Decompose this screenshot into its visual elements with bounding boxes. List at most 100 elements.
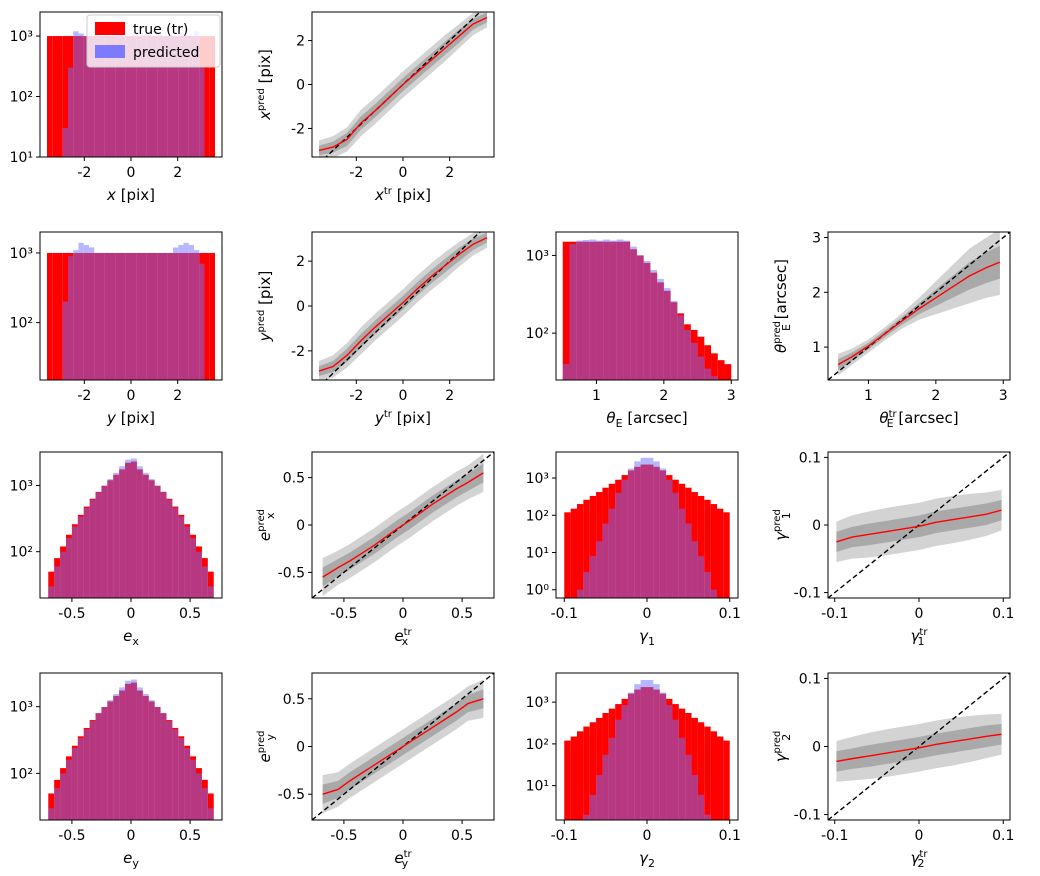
x-tick-label: -2 [77, 388, 91, 404]
predicted-bar [640, 679, 647, 820]
predicted-bar [83, 729, 90, 820]
predicted-bar [68, 67, 74, 157]
predicted-bar [562, 364, 570, 380]
predicted-bar [183, 242, 189, 380]
predicted-bar [196, 773, 202, 820]
x-tick-label: 0 [399, 606, 408, 622]
predicted-bar [136, 36, 142, 157]
predicted-bar [603, 239, 610, 380]
median-line [836, 733, 1002, 763]
plot-area [48, 679, 214, 820]
x-tick-label: 0 [643, 828, 652, 844]
x-axis-label: θtr E [arcsec] [879, 409, 958, 430]
predicted-bar [690, 342, 698, 380]
predicted-bar [89, 247, 95, 380]
predicted-bar [148, 700, 155, 820]
predicted-bar [183, 34, 189, 157]
true-bar [564, 512, 571, 598]
true-bar [57, 36, 63, 157]
predicted-bar [131, 252, 137, 380]
true-bar [570, 508, 577, 598]
y-tick-label: 0 [812, 740, 821, 756]
panel-scatter-x: -2 0 2 -2 0 2 xtr [pix] xpred [pix] [256, 11, 495, 204]
x-tick-label: -0.1 [821, 606, 848, 622]
predicted-bar [120, 34, 126, 157]
predicted-bar [704, 814, 711, 820]
y-tick-label: 2 [296, 34, 305, 50]
x-tick-label: 0 [915, 606, 924, 622]
predicted-bar [172, 507, 179, 598]
predicted-bar [157, 252, 163, 380]
x-tick-label: -0.5 [330, 606, 357, 622]
predicted-bar [178, 245, 184, 380]
predicted-bar [131, 34, 137, 157]
true-bar [596, 717, 603, 820]
x-tick-label: 0 [399, 828, 408, 844]
predicted-bar [653, 684, 660, 820]
predicted-bar [643, 260, 651, 380]
true-bar [704, 345, 712, 380]
y-tick-label: -2 [291, 121, 305, 137]
predicted-bar [154, 485, 161, 598]
predicted-bar [576, 240, 583, 380]
predicted-bar [54, 788, 61, 820]
plot-area [828, 452, 1010, 598]
x-axis-label: ytr [pix] [374, 409, 431, 427]
panel-scatter-theta: 1 2 3 1 2 3 θtr E [arcsec] θpredE [arcsec] [772, 230, 1011, 430]
y-tick-label: 10² [526, 737, 549, 753]
predicted-bar [78, 242, 84, 380]
predicted-bar [120, 252, 126, 380]
x-tick-label: -2 [349, 165, 363, 181]
true-bar [697, 722, 705, 820]
predicted-bar [131, 679, 137, 820]
predicted-bar [89, 36, 95, 157]
y-axis-label: ypred [pix] [256, 271, 274, 343]
plot-area [48, 458, 214, 598]
median-line [318, 236, 488, 372]
predicted-bar [634, 684, 641, 820]
identity-line [828, 673, 1010, 820]
predicted-bar [583, 814, 590, 820]
predicted-bar [136, 466, 143, 598]
true-bar [583, 499, 590, 598]
predicted-bar [125, 252, 131, 380]
y-tick-label: 10³ [10, 29, 33, 45]
plot-area [312, 673, 494, 820]
x-tick-label: 0 [399, 165, 408, 181]
outer-band [838, 232, 1000, 376]
x-tick-label: 2 [173, 165, 182, 181]
y-tick-label: 0 [296, 740, 305, 756]
true-bar [564, 740, 571, 820]
predicted-bar [589, 239, 597, 380]
panel-hist-x: -2 0 2 10¹ 10² 10³ x [pix] true (tr) predicted [10, 11, 223, 204]
y-tick-label: 10³ [526, 695, 549, 711]
predicted-bar [60, 773, 66, 820]
x-tick-label: 0 [127, 606, 136, 622]
predicted-bar [657, 278, 664, 380]
predicted-bar [650, 269, 658, 380]
y-tick-label: 0 [296, 518, 305, 534]
predicted-bar [201, 788, 208, 820]
true-bar [207, 571, 214, 598]
x-tick-label: -2 [77, 165, 91, 181]
predicted-bar [89, 499, 96, 598]
y-tick-label: -2 [291, 344, 305, 360]
y-tick-label: 10¹ [10, 150, 33, 166]
x-tick-label: 0 [127, 165, 136, 181]
legend-swatch-true [95, 22, 125, 35]
axes-frame [827, 231, 1011, 381]
x-tick-label: 0 [915, 828, 924, 844]
legend-label-true: true (tr) [133, 22, 188, 38]
predicted-bar [60, 551, 66, 598]
predicted-bar [608, 508, 616, 598]
y-tick-label: 0.1 [799, 450, 821, 466]
predicted-bar [62, 128, 68, 157]
true-bar [710, 504, 717, 598]
predicted-bar [194, 250, 200, 380]
legend: true (tr) predicted [86, 14, 221, 68]
predicted-bar [71, 526, 78, 598]
x-tick-label: 3 [727, 388, 736, 404]
predicted-bar [608, 737, 616, 820]
predicted-bar [157, 34, 163, 157]
plot-area [564, 679, 730, 820]
